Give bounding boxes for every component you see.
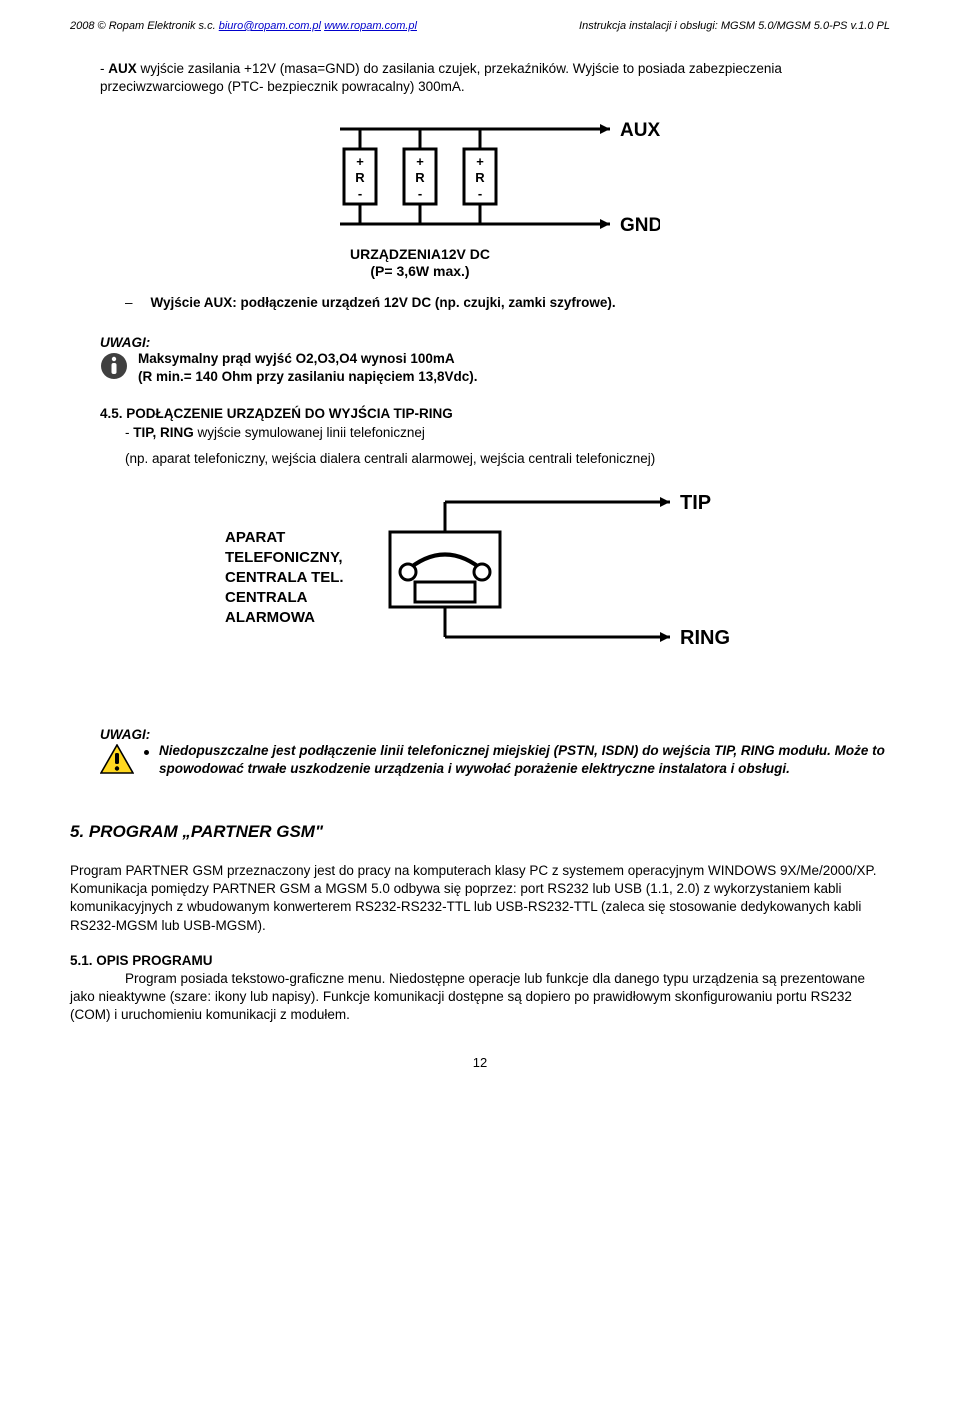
- svg-text:RING: RING: [680, 627, 730, 649]
- svg-text:(P= 3,6W max.): (P= 3,6W max.): [370, 263, 469, 279]
- svg-text:+: +: [416, 154, 424, 169]
- section-4-5-line2: (np. aparat telefoniczny, wejścia dialer…: [125, 450, 890, 468]
- warning-icon: [100, 744, 134, 774]
- header-right: Instrukcja instalacji i obsługi: MGSM 5.…: [579, 20, 890, 32]
- svg-text:APARAT: APARAT: [225, 529, 285, 546]
- bullet-dot: [144, 750, 149, 755]
- svg-text:R: R: [355, 170, 365, 185]
- svg-text:-: -: [478, 186, 482, 201]
- text: Wyjście AUX: podłączenie urządzeń 12V DC…: [151, 294, 616, 312]
- tip-ring-svg: TIP RING APARAT TELEFONICZNY, CENTRALA T…: [220, 487, 740, 677]
- section-5-1-title: 5.1. OPIS PROGRAMU: [70, 953, 890, 968]
- header-copyright: 2008 © Ropam Elektronik s.c.: [70, 20, 219, 32]
- svg-text:-: -: [358, 186, 362, 201]
- text: -: [125, 425, 133, 440]
- svg-text:R: R: [415, 170, 425, 185]
- svg-text:CENTRALA: CENTRALA: [225, 589, 308, 606]
- text-bold: AUX: [108, 61, 137, 76]
- svg-text:+: +: [476, 154, 484, 169]
- svg-text:GND: GND: [620, 215, 660, 236]
- svg-text:TIP: TIP: [680, 492, 711, 514]
- page-header: 2008 © Ropam Elektronik s.c. biuro@ropam…: [70, 20, 890, 32]
- section-5-title: 5. PROGRAM „PARTNER GSM": [70, 822, 890, 842]
- dash: –: [125, 294, 133, 312]
- uwagi-label-2: UWAGI:: [100, 727, 890, 742]
- svg-text:R: R: [475, 170, 485, 185]
- text-bold: TIP, RING: [133, 425, 194, 440]
- svg-text:CENTRALA TEL.: CENTRALA TEL.: [225, 569, 344, 586]
- uwagi-warning-row: Niedopuszczalne jest podłączenie linii t…: [100, 742, 890, 778]
- text: wyjście symulowanej linii telefonicznej: [194, 425, 425, 440]
- diagram-tip-ring: TIP RING APARAT TELEFONICZNY, CENTRALA T…: [70, 487, 890, 677]
- svg-text:+: +: [356, 154, 364, 169]
- section5-p1: Program PARTNER GSM przeznaczony jest do…: [70, 862, 890, 935]
- diagram-aux: AUX GND + R - + R -: [70, 114, 890, 284]
- header-email-link[interactable]: biuro@ropam.com.pl: [219, 20, 321, 32]
- svg-text:ALARMOWA: ALARMOWA: [225, 609, 315, 626]
- text: Niedopuszczalne jest podłączenie linii t…: [159, 742, 890, 778]
- paragraph-aux: - AUX wyjście zasilania +12V (masa=GND) …: [100, 60, 890, 96]
- info-icon: [100, 352, 128, 380]
- svg-text:URZĄDZENIA12V DC: URZĄDZENIA12V DC: [350, 246, 490, 262]
- section-4-5-title: 4.5. PODŁĄCZENIE URZĄDZEŃ DO WYJŚCIA TIP…: [100, 406, 890, 421]
- section-4-5-line1: - TIP, RING wyjście symulowanej linii te…: [125, 424, 890, 442]
- svg-text:AUX: AUX: [620, 120, 660, 141]
- header-left: 2008 © Ropam Elektronik s.c. biuro@ropam…: [70, 20, 417, 32]
- text: wyjście zasilania +12V (masa=GND) do zas…: [100, 61, 782, 94]
- uwagi-label-1: UWAGI:: [100, 335, 890, 350]
- svg-text:TELEFONICZNY,: TELEFONICZNY,: [225, 549, 343, 566]
- aux-diagram-svg: AUX GND + R - + R -: [300, 114, 660, 284]
- svg-text:-: -: [418, 186, 422, 201]
- section5-p2: Program posiada tekstowo-graficzne menu.…: [70, 970, 890, 1025]
- line: (R min.= 140 Ohm przy zasilaniu napięcie…: [138, 368, 890, 386]
- uwagi-info-row: Maksymalny prąd wyjść O2,O3,O4 wynosi 10…: [100, 350, 890, 386]
- page-number: 12: [70, 1055, 890, 1070]
- uwagi2-text: Niedopuszczalne jest podłączenie linii t…: [144, 742, 890, 778]
- bullet-aux: – Wyjście AUX: podłączenie urządzeń 12V …: [125, 294, 890, 312]
- header-website-link[interactable]: www.ropam.com.pl: [324, 20, 417, 32]
- uwagi1-text: Maksymalny prąd wyjść O2,O3,O4 wynosi 10…: [138, 350, 890, 386]
- text: -: [100, 61, 108, 76]
- line: Maksymalny prąd wyjść O2,O3,O4 wynosi 10…: [138, 350, 890, 368]
